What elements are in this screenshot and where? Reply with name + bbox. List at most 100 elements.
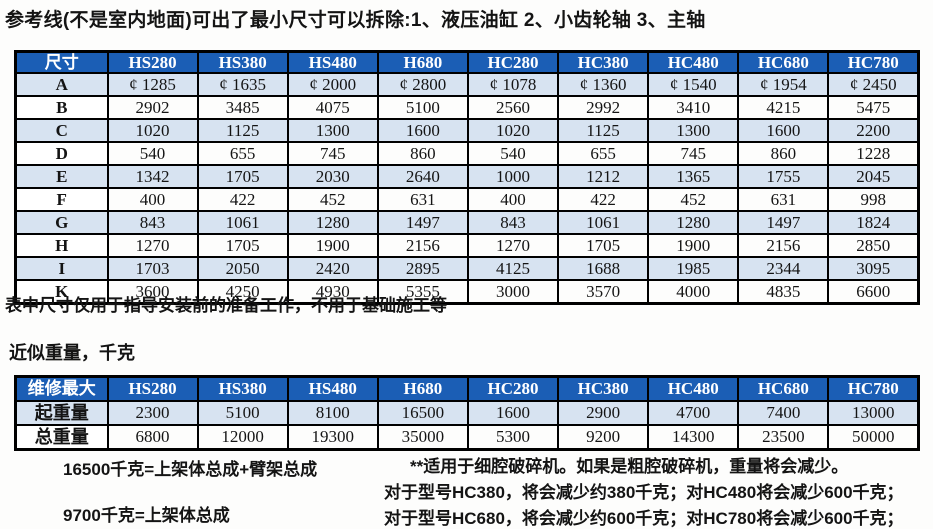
model-header-cell: HC480 — [647, 375, 740, 402]
value-cell: 4215 — [737, 95, 830, 120]
table-row: A ¢ 1285 ¢ 1635 ¢ 2000 ¢ 2800 ¢ 1078 ¢ 1360 ¢ 1… — [14, 72, 920, 97]
value-cell: 1703 — [106, 256, 199, 281]
table-row: 总重量 6800 12000 19300 35000 5300 9200 14300 23500… — [14, 424, 920, 451]
model-header-cell: HS380 — [196, 50, 289, 74]
value-cell: 3000 — [466, 279, 560, 305]
row-label-cell: A — [14, 72, 109, 97]
value-cell: 1020 — [106, 118, 199, 143]
value-cell: 1705 — [196, 233, 289, 258]
table-row: D 540 655 745 860 540 655 745 860 1228 — [14, 141, 920, 166]
value-cell: ¢ 2450 — [827, 72, 920, 97]
value-cell: 12000 — [196, 424, 289, 451]
value-cell: 745 — [647, 141, 740, 166]
value-cell: 5100 — [196, 400, 289, 426]
value-cell: 1705 — [557, 233, 650, 258]
value-cell: 1212 — [557, 164, 650, 189]
table-row: K 3600 4250 4930 5355 3000 3570 4000 4835 6600 — [14, 279, 920, 305]
value-cell: 2900 — [557, 400, 650, 426]
value-cell: 1705 — [196, 164, 289, 189]
value-cell: 2344 — [737, 256, 830, 281]
value-cell: 998 — [827, 187, 920, 212]
value-cell: 4250 — [196, 279, 289, 305]
value-cell: 422 — [557, 187, 650, 212]
value-cell: 1125 — [196, 118, 289, 143]
value-cell: 1985 — [647, 256, 740, 281]
value-cell: 1000 — [466, 164, 560, 189]
model-header-cell: HC680 — [737, 50, 830, 74]
table-row: E 1342 1705 2030 2640 1000 1212 1365 1755 2045 — [14, 164, 920, 189]
value-cell: 2560 — [466, 95, 560, 120]
value-cell: 843 — [106, 210, 199, 235]
model-header-cell: HS280 — [106, 50, 199, 74]
value-cell: 5300 — [466, 424, 560, 451]
value-cell: 1900 — [647, 233, 740, 258]
value-cell: 1270 — [106, 233, 199, 258]
value-cell: 3600 — [106, 279, 199, 305]
value-cell: ¢ 1954 — [737, 72, 830, 97]
value-cell: 655 — [557, 141, 650, 166]
dimensions-table-body: A ¢ 1285 ¢ 1635 ¢ 2000 ¢ 2800 ¢ 1078 ¢ 1360 ¢ 1… — [14, 72, 920, 305]
model-header-cell: HC380 — [557, 375, 650, 402]
value-cell: 4000 — [647, 279, 740, 305]
value-cell: ¢ 2000 — [286, 72, 379, 97]
header-row: 维修最大 HS280 HS380 HS480 H680 HC280 HC380 HC480 HC… — [14, 375, 920, 402]
footnote-right-3: 对于型号HC680，将会减少约600千克；对HC780将会减少600千克； — [384, 509, 904, 528]
table-row: I 1703 2050 2420 2895 4125 1688 1985 2344 3095 — [14, 256, 920, 281]
value-cell: 14300 — [647, 424, 740, 451]
value-cell: 1020 — [466, 118, 560, 143]
value-cell: 4700 — [647, 400, 740, 426]
row-label-cell: D — [14, 141, 109, 166]
value-cell: 1228 — [827, 141, 920, 166]
model-header-cell: HS480 — [286, 375, 379, 402]
value-cell: 2992 — [557, 95, 650, 120]
value-cell: 2895 — [376, 256, 469, 281]
value-cell: 1900 — [286, 233, 379, 258]
value-cell: 1497 — [737, 210, 830, 235]
dimensions-table-header: 尺寸 HS280 HS380 HS480 H680 HC280 HC380 HC480 HC68… — [14, 50, 920, 74]
value-cell: 6600 — [827, 279, 920, 305]
value-cell: 2156 — [376, 233, 469, 258]
value-cell: 5100 — [376, 95, 469, 120]
value-cell: 2200 — [827, 118, 920, 143]
value-cell: 400 — [106, 187, 199, 212]
value-cell: 5355 — [376, 279, 469, 305]
model-header-cell: HC480 — [647, 50, 740, 74]
value-cell: 1270 — [466, 233, 560, 258]
value-cell: 16500 — [376, 400, 469, 426]
model-header-cell: HS480 — [286, 50, 379, 74]
row-label-cell: B — [14, 95, 109, 120]
value-cell: 2030 — [286, 164, 379, 189]
row-label-cell: E — [14, 164, 109, 189]
footnote-right-1: **适用于细腔破碎机。如果是粗腔破碎机，重量将会减少。 — [410, 457, 849, 476]
value-cell: 1300 — [286, 118, 379, 143]
value-cell: ¢ 1078 — [466, 72, 560, 97]
row-label-cell: 总重量 — [14, 424, 109, 451]
table-row: B 2902 3485 4075 5100 2560 2992 3410 4215 5475 — [14, 95, 920, 120]
value-cell: 745 — [286, 141, 379, 166]
value-cell: 23500 — [737, 424, 830, 451]
row-label-cell: F — [14, 187, 109, 212]
value-cell: 2050 — [196, 256, 289, 281]
value-cell: 7400 — [737, 400, 830, 426]
value-cell: 1280 — [647, 210, 740, 235]
table-row: F 400 422 452 631 400 422 452 631 998 — [14, 187, 920, 212]
corner-header-cell: 尺寸 — [14, 50, 109, 74]
weights-table-header: 维修最大 HS280 HS380 HS480 H680 HC280 HC380 HC480 HC… — [14, 375, 920, 402]
value-cell: 4835 — [737, 279, 830, 305]
value-cell: 860 — [737, 141, 830, 166]
value-cell: 6800 — [106, 424, 199, 451]
value-cell: 4075 — [286, 95, 379, 120]
dimensions-note: 表中尺寸仅用于指导安装前的准备工作，不用于基础施工等 — [5, 296, 447, 315]
value-cell: 1600 — [376, 118, 469, 143]
value-cell: 3570 — [557, 279, 650, 305]
value-cell: 50000 — [827, 424, 920, 451]
value-cell: 860 — [376, 141, 469, 166]
value-cell: 19300 — [286, 424, 379, 451]
footnote-left-2: 9700千克=上架体总成 — [63, 506, 230, 525]
table-row: H 1270 1705 1900 2156 1270 1705 1900 2156 2850 — [14, 233, 920, 258]
value-cell: 452 — [286, 187, 379, 212]
model-header-cell: H680 — [376, 375, 469, 402]
value-cell: 2902 — [106, 95, 199, 120]
value-cell: 5475 — [827, 95, 920, 120]
weights-table: 维修最大 HS280 HS380 HS480 H680 HC280 HC380 HC480 HC… — [14, 375, 920, 451]
